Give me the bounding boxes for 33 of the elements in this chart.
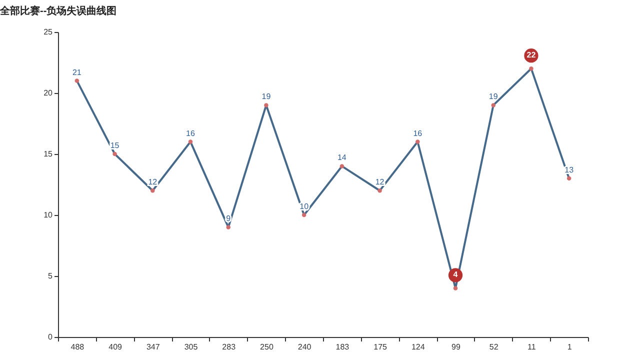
chart-title: 全部比赛--负场失误曲线图 [0,5,117,17]
x-tick-label: 11 [528,342,536,352]
x-tick-label: 99 [452,342,461,352]
text: 14 [337,153,346,162]
y-tick-label: 5 [48,272,54,280]
x-tick-label: 409 [108,342,123,352]
x-tick-label: 175 [374,342,388,352]
text: 19 [262,92,271,102]
x-tick-label: 305 [184,342,198,352]
text: 9 [226,214,231,224]
text: 12 [375,178,384,187]
text: 12 [148,178,158,187]
text: 15 [110,141,120,150]
y-tick-label: 15 [44,150,54,158]
x-tick-label: 240 [298,342,312,352]
y-tick-label: 10 [44,210,54,220]
x-tick-label: 250 [260,342,274,352]
text: 19 [488,92,498,102]
annotation: 22 [526,50,536,60]
y-tick-label: 25 [44,28,54,36]
text: 16 [413,128,422,138]
text: 16 [186,128,195,138]
y-tick-label: 20 [44,88,54,98]
annotation: 4 [453,270,458,280]
x-tick-label: 1 [567,342,572,352]
x-tick-label: 283 [222,342,236,352]
text: 21 [72,68,82,77]
x-tick-label: 183 [336,342,350,352]
x-tick-label: 52 [489,342,499,352]
x-tick-label: 124 [411,342,426,352]
x-tick-label: 347 [146,342,160,352]
y-tick-label: 0 [48,332,54,342]
x-tick-label: 488 [70,342,85,352]
